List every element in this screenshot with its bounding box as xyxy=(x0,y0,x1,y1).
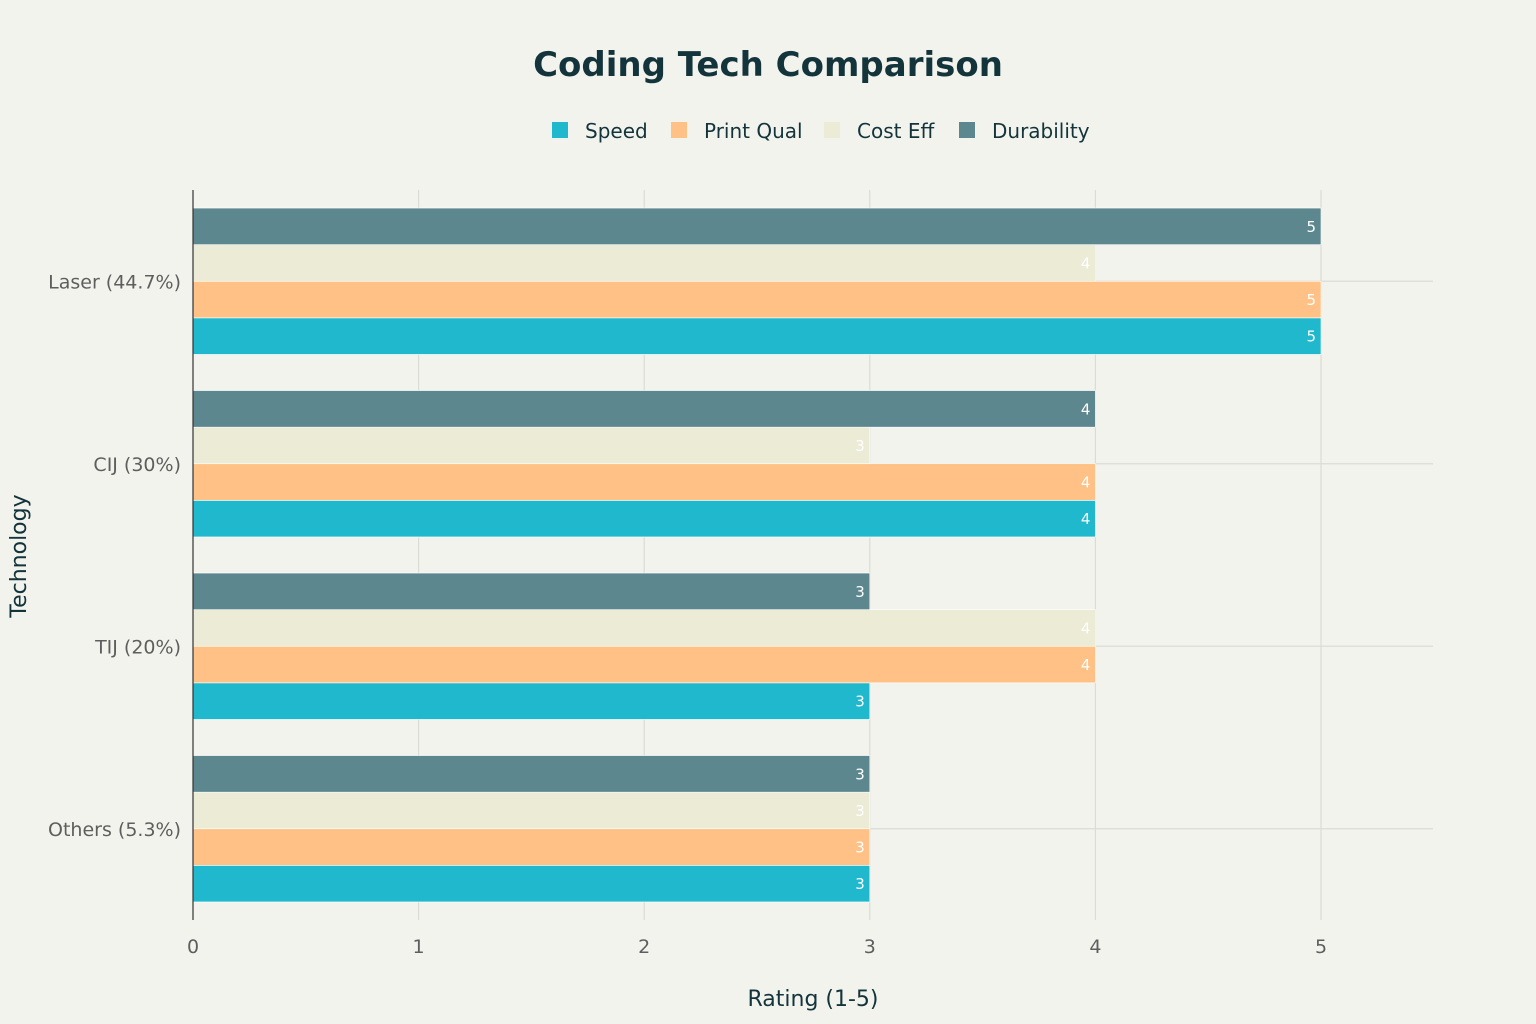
bar-cost-eff-laser-44-7 xyxy=(192,244,1096,282)
bar-durability-laser-44-7 xyxy=(192,207,1322,245)
legend: Speed Print Qual Cost Eff Durability xyxy=(552,119,1090,143)
data-label: 4 xyxy=(1081,254,1091,272)
bar-cost-eff-cij-30 xyxy=(192,426,871,465)
legend-label-cost-eff: Cost Eff xyxy=(857,119,935,143)
y-tick-label: Laser (44.7%) xyxy=(48,271,181,293)
legend-label-durability: Durability xyxy=(992,119,1090,143)
bar-durability-tij-20 xyxy=(192,572,871,610)
legend-label-speed: Speed xyxy=(585,119,648,143)
chart-title: Coding Tech Comparison xyxy=(533,45,1003,85)
legend-swatch-cost-eff xyxy=(824,122,840,138)
data-label: 5 xyxy=(1306,328,1316,346)
y-tick-label: CIJ (30%) xyxy=(93,454,181,476)
y-axis: Laser (44.7%) CIJ (30%) TIJ (20%) Others (5… xyxy=(48,190,194,920)
x-tick-label: 2 xyxy=(638,936,650,958)
bar-cost-eff-others-5-3 xyxy=(192,791,871,830)
bar-speed-tij-20 xyxy=(192,682,871,720)
data-label: 3 xyxy=(855,875,865,893)
data-label: 3 xyxy=(855,693,865,711)
bars: 5 5 4 5 4 4 3 4 3 4 4 3 3 3 3 3 xyxy=(192,207,1322,903)
bar-durability-cij-30 xyxy=(192,390,1096,428)
data-label: 4 xyxy=(1081,474,1091,492)
legend-swatch-speed xyxy=(552,122,568,138)
y-tick-label: TIJ (20%) xyxy=(94,636,181,658)
bar-durability-others-5-3 xyxy=(192,755,871,793)
x-axis-title: Rating (1-5) xyxy=(747,987,878,1012)
bar-cost-eff-tij-20 xyxy=(192,609,1096,647)
x-tick-label: 3 xyxy=(864,936,876,958)
data-label: 5 xyxy=(1306,218,1316,236)
data-label: 5 xyxy=(1306,291,1316,309)
y-axis-title: Technology xyxy=(7,494,32,618)
data-label: 3 xyxy=(855,802,865,820)
x-tick-label: 1 xyxy=(413,936,425,958)
legend-swatch-print-qual xyxy=(671,122,687,138)
legend-swatch-durability xyxy=(959,122,975,138)
y-tick-label: Others (5.3%) xyxy=(48,819,181,841)
bar-print-qual-others-5-3 xyxy=(192,828,871,866)
bar-print-qual-laser-44-7 xyxy=(192,280,1322,319)
data-label: 3 xyxy=(855,839,865,857)
legend-label-print-qual: Print Qual xyxy=(704,119,803,143)
x-tick-label: 0 xyxy=(187,936,199,958)
bar-print-qual-cij-30 xyxy=(192,463,1096,501)
data-label: 4 xyxy=(1081,619,1091,637)
data-label: 3 xyxy=(855,583,865,601)
bar-speed-cij-30 xyxy=(192,500,1096,538)
data-label: 3 xyxy=(855,765,865,783)
x-tick-label: 4 xyxy=(1089,936,1101,958)
x-axis: 0 1 2 3 4 5 xyxy=(187,936,1327,958)
bar-speed-laser-44-7 xyxy=(192,317,1322,355)
data-label: 4 xyxy=(1081,656,1091,674)
data-label: 4 xyxy=(1081,510,1091,528)
data-label: 4 xyxy=(1081,400,1091,418)
bar-print-qual-tij-20 xyxy=(192,645,1096,684)
x-tick-label: 5 xyxy=(1315,936,1327,958)
bar-speed-others-5-3 xyxy=(192,865,871,903)
data-label: 3 xyxy=(855,437,865,455)
